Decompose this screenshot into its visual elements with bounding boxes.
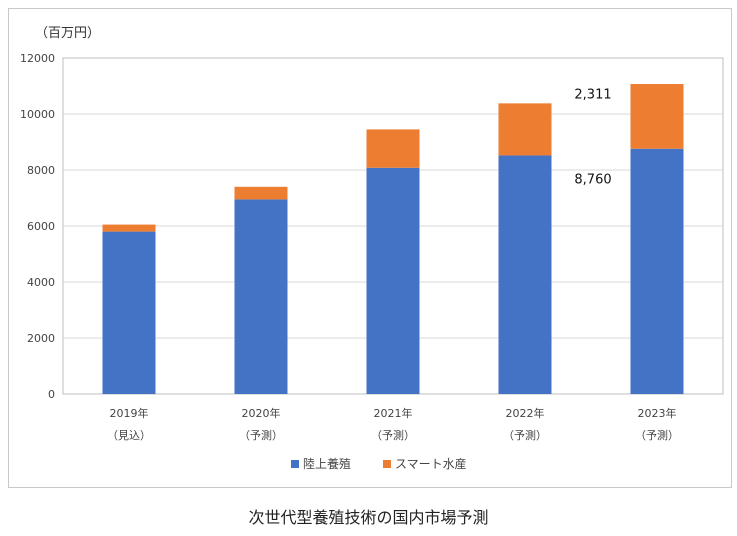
bar-land-aquaculture: [102, 231, 156, 394]
legend-swatch: [291, 460, 299, 468]
bar-smart-fisheries: [498, 103, 552, 156]
y-tick-label: 0: [48, 388, 55, 401]
x-tick-year: 2023年: [638, 406, 677, 420]
x-tick-note: （予測）: [371, 428, 415, 442]
bar-smart-fisheries: [366, 129, 420, 168]
x-tick-year: 2019年: [110, 406, 149, 420]
data-label: 8,760: [574, 172, 611, 187]
x-tick-note: （予測）: [239, 428, 283, 442]
y-tick-label: 6000: [27, 220, 55, 233]
x-tick-year: 2021年: [374, 406, 413, 420]
y-tick-label: 10000: [20, 108, 55, 121]
bar-land-aquaculture: [498, 155, 552, 394]
chart-caption: 次世代型養殖技術の国内市場予測: [248, 508, 489, 527]
y-tick-label: 12000: [20, 52, 55, 65]
y-tick-label: 8000: [27, 164, 55, 177]
x-tick-year: 2020年: [242, 406, 281, 420]
data-label: 2,311: [574, 87, 611, 102]
x-tick-year: 2022年: [506, 406, 545, 420]
legend-swatch: [383, 460, 391, 468]
chart-frame: （百万円） 0 2000 4000 6000 8000 10000 12000 2019年 （見込…: [8, 8, 732, 488]
bar-land-aquaculture: [366, 167, 420, 394]
bar-smart-fisheries: [102, 224, 156, 232]
x-tick-note: （予測）: [503, 428, 547, 442]
bar-smart-fisheries: [630, 84, 684, 149]
y-unit-label: （百万円）: [35, 26, 100, 41]
bar-smart-fisheries: [234, 186, 288, 200]
bar-land-aquaculture: [630, 148, 684, 394]
y-tick-label: 4000: [27, 276, 55, 289]
y-tick-label: 2000: [27, 332, 55, 345]
legend-label: 陸上養殖: [303, 456, 351, 471]
bar-land-aquaculture: [234, 199, 288, 394]
x-tick-note: （予測）: [635, 428, 679, 442]
legend-label: スマート水産: [395, 456, 467, 471]
stacked-bar-chart: （百万円） 0 2000 4000 6000 8000 10000 12000 2019年 （見込…: [20, 26, 724, 471]
x-tick-note: （見込）: [107, 429, 151, 442]
